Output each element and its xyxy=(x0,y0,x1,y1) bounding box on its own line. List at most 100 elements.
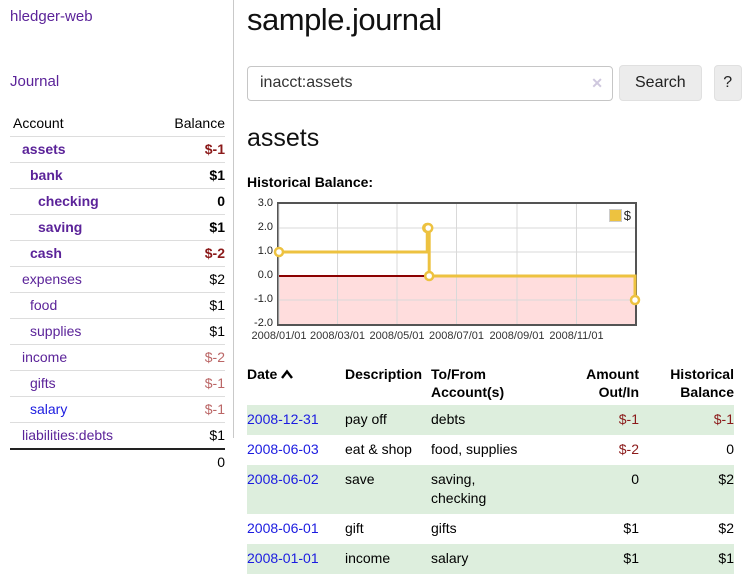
account-link-saving[interactable]: saving xyxy=(10,214,152,241)
transaction-balance: $2 xyxy=(718,519,734,536)
account-balance: $-2 xyxy=(151,344,225,371)
transaction-date-link[interactable]: 2008-01-01 xyxy=(247,549,319,566)
register-row: 2008-06-03 eat & shop food, supplies $-2… xyxy=(247,435,734,465)
account-row: salary $-1 xyxy=(10,396,225,423)
account-link-supplies[interactable]: supplies xyxy=(10,318,152,345)
account-balance: 0 xyxy=(151,188,225,215)
account-link-assets[interactable]: assets xyxy=(10,136,152,163)
account-row: income $-2 xyxy=(10,344,225,371)
transaction-description: gift xyxy=(345,519,364,536)
account-row: gifts $-1 xyxy=(10,370,225,397)
transaction-balance: $1 xyxy=(718,549,734,566)
account-row: assets $-1 xyxy=(10,136,225,163)
y-tick-label: -2.0 xyxy=(254,317,273,329)
account-balance: $1 xyxy=(151,162,225,189)
account-balance: $1 xyxy=(151,214,225,241)
register-row: 2008-12-31 pay off debts $-1 $-1 xyxy=(247,405,734,436)
transaction-accounts: food, supplies xyxy=(431,441,518,458)
register-row: 2008-01-01 income salary $1 $1 xyxy=(247,543,734,574)
account-balance: $-1 xyxy=(151,370,225,397)
account-page-title: assets xyxy=(247,124,320,152)
register-row: 2008-06-01 gift gifts $1 $2 xyxy=(247,514,734,544)
account-link-bank[interactable]: bank xyxy=(10,162,152,189)
account-balance-table: Account Balance assets $-1 bank $1 check… xyxy=(10,112,225,474)
transaction-amount: 0 xyxy=(631,471,639,488)
account-row: expenses $2 xyxy=(10,266,225,293)
account-balance: $1 xyxy=(151,292,225,319)
y-tick-label: -1.0 xyxy=(254,293,273,305)
account-row: bank $1 xyxy=(10,162,225,189)
account-balance: $-1 xyxy=(151,396,225,423)
clear-search-icon[interactable]: ✕ xyxy=(591,74,603,91)
x-tick-label: 2008/05/01 xyxy=(369,330,425,342)
date-column-header[interactable]: Date xyxy=(247,363,345,405)
account-row: checking 0 xyxy=(10,188,225,215)
balance-column-header: Balance xyxy=(174,115,225,131)
transaction-balance: $-1 xyxy=(713,411,734,428)
amount-column-header: Amount Out/In xyxy=(586,366,639,401)
transaction-amount: $1 xyxy=(623,519,639,536)
description-column-header: Description xyxy=(345,366,423,382)
account-row: food $1 xyxy=(10,292,225,319)
account-link-food[interactable]: food xyxy=(10,292,152,319)
account-column-header: Account xyxy=(13,115,64,131)
main-content: sample.journal ✕ Search ? assets Histori… xyxy=(234,0,742,582)
help-button[interactable]: ? xyxy=(713,65,742,101)
x-tick-label: 2008/03/01 xyxy=(309,330,366,342)
transaction-accounts: salary xyxy=(431,549,469,566)
historical-balance-chart: 3.0 2.0 1.0 0.0 -1.0 -2.0 $ 2008/01/01 2008/03… xyxy=(247,197,667,344)
register-table: Date Description To/From Account(s) Amou… xyxy=(247,363,734,574)
account-link-checking[interactable]: checking xyxy=(10,188,152,215)
chart-plot-area: $ xyxy=(273,202,641,326)
app-title[interactable]: hledger-web xyxy=(10,8,93,25)
search-bar: ✕ Search ? xyxy=(247,65,742,101)
account-link-liabilities-debts[interactable]: liabilities:debts xyxy=(10,422,152,449)
x-tick-label: 2008/09/01 xyxy=(489,330,545,342)
accounts-column-header: To/From Account(s) xyxy=(431,366,505,401)
sidebar-item-journal[interactable]: Journal xyxy=(10,73,60,90)
account-link-gifts[interactable]: gifts xyxy=(10,370,152,397)
chart-line-svg xyxy=(273,204,641,324)
transaction-date-link[interactable]: 2008-12-31 xyxy=(247,411,319,428)
transaction-amount: $1 xyxy=(623,549,639,566)
sort-ascending-icon xyxy=(281,369,294,379)
y-tick-label: 3.0 xyxy=(257,197,273,209)
x-tick-label: 2008/01/01 xyxy=(251,330,307,342)
accounts-total-value: 0 xyxy=(151,448,225,474)
search-input[interactable] xyxy=(247,65,613,101)
accounts-total-row: 0 xyxy=(10,448,225,474)
page-title: sample.journal xyxy=(247,2,442,37)
y-tick-label: 2.0 xyxy=(257,221,273,233)
transaction-date-link[interactable]: 2008-06-03 xyxy=(247,441,319,458)
transaction-accounts: gifts xyxy=(431,519,457,536)
account-row: liabilities:debts $1 xyxy=(10,422,225,449)
y-tick-label: 1.0 xyxy=(257,245,273,257)
account-link-expenses[interactable]: expenses xyxy=(10,266,152,293)
transaction-date-link[interactable]: 2008-06-01 xyxy=(247,519,319,536)
account-link-cash[interactable]: cash xyxy=(10,240,152,267)
legend-label: $ xyxy=(623,208,631,223)
sidebar: hledger-web Journal Account Balance asse… xyxy=(0,0,234,474)
y-tick-label: 0.0 xyxy=(257,269,273,281)
account-row: supplies $1 xyxy=(10,318,225,345)
x-tick-label: 2008/11/01 xyxy=(549,330,604,342)
transaction-date-link[interactable]: 2008-06-02 xyxy=(247,471,319,488)
legend-swatch-icon xyxy=(608,209,622,222)
transaction-balance: 0 xyxy=(726,441,734,458)
account-row: saving $1 xyxy=(10,214,225,241)
transaction-accounts: saving, checking xyxy=(431,471,487,507)
register-row: 2008-06-02 save saving, checking 0 $2 xyxy=(247,465,734,514)
account-balance: $1 xyxy=(151,318,225,345)
transaction-accounts: debts xyxy=(431,411,466,428)
transaction-description: income xyxy=(345,549,391,566)
account-link-salary[interactable]: salary xyxy=(10,396,152,423)
transaction-balance: $2 xyxy=(718,471,734,488)
account-row: cash $-2 xyxy=(10,240,225,267)
transaction-description: eat & shop xyxy=(345,441,412,458)
account-link-income[interactable]: income xyxy=(10,344,152,371)
x-tick-label: 2008/07/01 xyxy=(428,330,485,342)
account-balance: $1 xyxy=(151,422,225,449)
search-button[interactable]: Search xyxy=(619,65,702,101)
account-balance: $2 xyxy=(151,266,225,293)
chart-legend: $ xyxy=(608,208,631,223)
